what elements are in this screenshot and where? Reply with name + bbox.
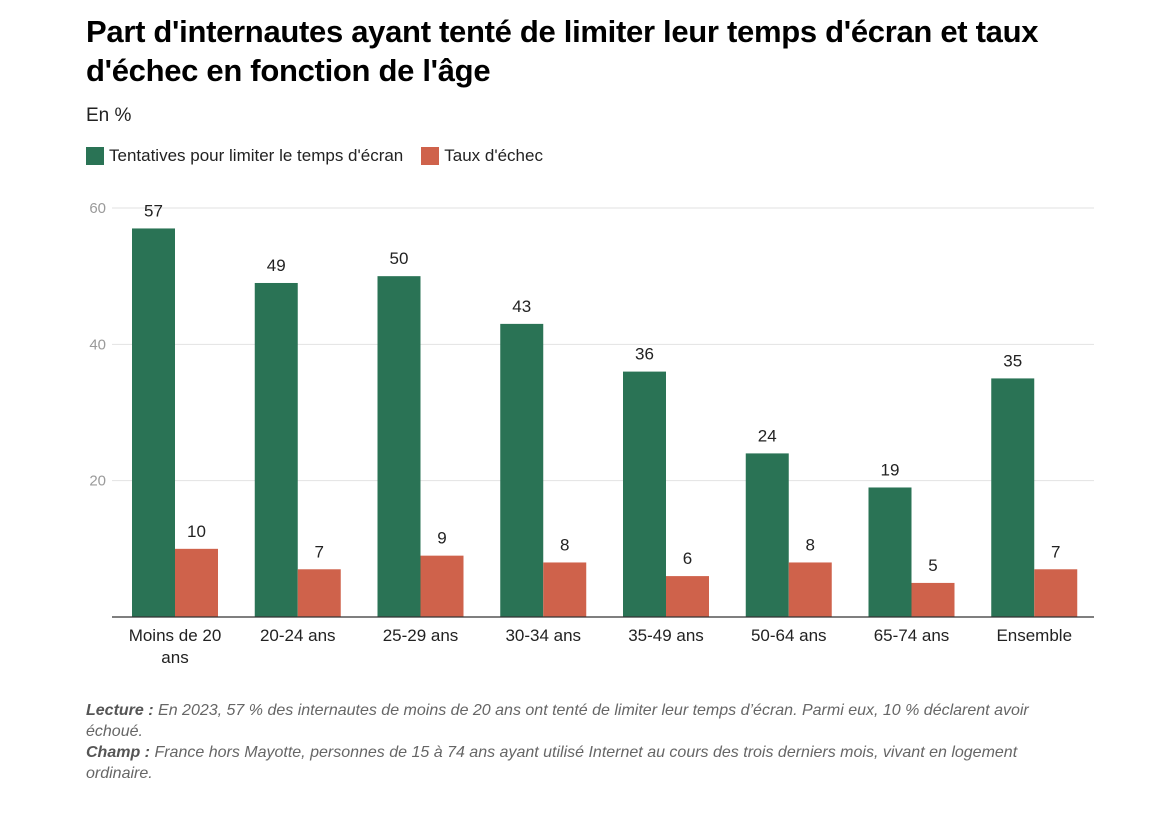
bar-s1-c6 <box>911 582 955 617</box>
bar-s0-c0 <box>132 228 175 617</box>
bar-s0-c2 <box>377 276 421 617</box>
x-tick-label-0-line1: ans <box>161 648 188 667</box>
x-tick-label-4: 35-49 ans <box>628 626 704 645</box>
data-label-s1-c4: 6 <box>683 549 692 568</box>
data-label-s0-c2: 50 <box>390 249 409 268</box>
bar-s0-c7 <box>991 378 1035 617</box>
data-label-s1-c7: 7 <box>1051 542 1060 561</box>
y-tick-label-40: 40 <box>89 336 106 353</box>
x-tick-label-7: Ensemble <box>996 626 1072 645</box>
y-tick-label-20: 20 <box>89 473 106 490</box>
legend-swatch-echec <box>421 147 440 165</box>
data-label-s0-c0: 57 <box>144 201 163 220</box>
data-label-s1-c2: 9 <box>437 529 446 548</box>
bar-s1-c7 <box>1034 569 1078 617</box>
x-tick-label-6: 65-74 ans <box>874 626 950 645</box>
bar-s1-c2 <box>420 555 464 617</box>
bar-s0-c3 <box>500 323 544 617</box>
chart-notes: Lecture : En 2023, 57 % des internautes … <box>86 700 1086 784</box>
note-champ-text: France hors Mayotte, personnes de 15 à 7… <box>86 744 1018 782</box>
data-label-s0-c5: 24 <box>758 426 777 445</box>
bar-s1-c5 <box>788 562 832 617</box>
x-tick-label-3: 30-34 ans <box>505 626 581 645</box>
x-tick-label-1: 20-24 ans <box>260 626 336 645</box>
data-label-s1-c5: 8 <box>806 535 815 554</box>
data-label-s1-c1: 7 <box>315 542 324 561</box>
bar-s0-c5 <box>745 453 789 617</box>
note-lecture-label: Lecture : <box>86 702 154 719</box>
data-label-s1-c0: 10 <box>187 522 206 541</box>
bar-s1-c3 <box>543 562 587 617</box>
bar-s0-c1 <box>254 282 298 617</box>
bar-s0-c6 <box>868 487 912 617</box>
legend-item-echec: Taux d'échec <box>421 146 543 166</box>
note-lecture: Lecture : En 2023, 57 % des internautes … <box>86 700 1086 742</box>
legend-swatch-tentatives <box>86 147 104 165</box>
x-tick-label-5: 50-64 ans <box>751 626 827 645</box>
bar-s1-c0 <box>175 548 218 617</box>
y-tick-label-60: 60 <box>89 200 106 217</box>
x-tick-label-2: 25-29 ans <box>383 626 459 645</box>
bar-s1-c1 <box>297 569 341 617</box>
x-tick-label-0: Moins de 20 <box>129 626 222 645</box>
data-label-s0-c7: 35 <box>1003 351 1022 370</box>
bar-s1-c4 <box>666 576 709 617</box>
bar-s0-c4 <box>623 371 666 617</box>
note-lecture-text: En 2023, 57 % des internautes de moins d… <box>86 702 1029 740</box>
note-champ: Champ : France hors Mayotte, personnes d… <box>86 742 1086 784</box>
legend-label-tentatives: Tentatives pour limiter le temps d'écran <box>109 146 404 165</box>
data-label-s1-c6: 5 <box>928 556 937 575</box>
legend: Tentatives pour limiter le temps d'écran… <box>86 146 561 166</box>
data-label-s0-c3: 43 <box>512 297 531 316</box>
data-label-s0-c6: 19 <box>881 460 900 479</box>
legend-label-echec: Taux d'échec <box>444 146 543 165</box>
data-label-s1-c3: 8 <box>560 535 569 554</box>
data-label-s0-c4: 36 <box>635 345 654 364</box>
note-champ-label: Champ : <box>86 744 150 761</box>
chart-title: Part d'internautes ayant tenté de limite… <box>86 14 1039 88</box>
data-label-s0-c1: 49 <box>267 256 286 275</box>
chart-subtitle: En % <box>86 105 132 126</box>
legend-item-tentatives: Tentatives pour limiter le temps d'écran <box>86 146 403 166</box>
